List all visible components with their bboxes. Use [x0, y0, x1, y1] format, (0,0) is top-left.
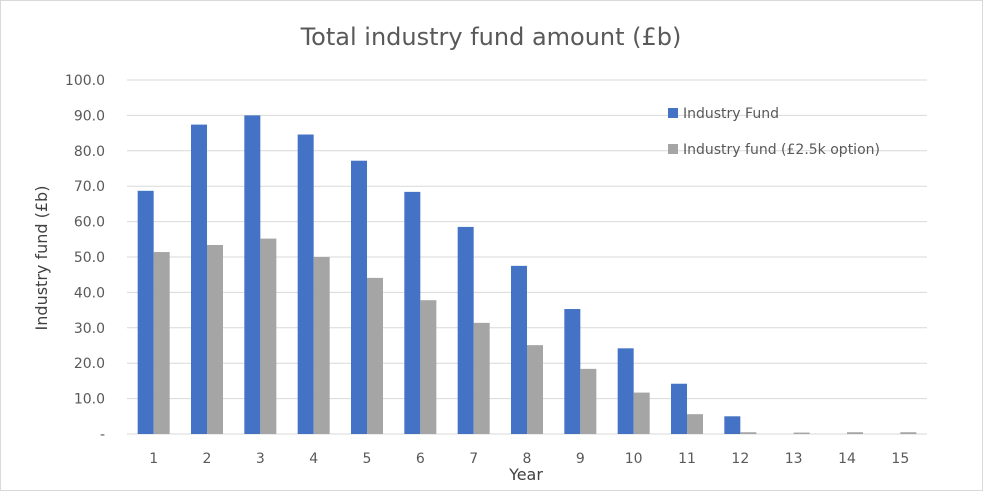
y-tick-label: -	[100, 427, 105, 443]
y-tick-label: 60.0	[74, 215, 105, 231]
bar-industry-fund-year-9	[564, 309, 581, 434]
x-tick-label: 15	[891, 451, 909, 467]
y-tick-label: 40.0	[74, 285, 105, 301]
legend-label-2: Industry fund (£2.5k option)	[683, 142, 880, 158]
bar-industry-fund-year-8	[511, 265, 527, 434]
x-tick-label: 9	[576, 451, 585, 467]
bar-industry-fund-2-5k-year-5	[367, 277, 383, 434]
legend-swatch-2	[668, 144, 678, 154]
bars-layer	[137, 115, 917, 435]
chart-title: Total industry fund amount (£b)	[300, 23, 682, 51]
bar-industry-fund-year-1	[137, 190, 154, 434]
x-tick-label: 13	[785, 451, 803, 467]
x-tick-label: 10	[625, 451, 643, 467]
bar-industry-fund-2-5k-year-15	[900, 432, 917, 434]
y-tick-label: 90.0	[74, 108, 105, 124]
x-tick-label: 11	[678, 451, 696, 467]
y-tick-label: 10.0	[74, 392, 105, 408]
x-tick-label: 4	[309, 451, 318, 467]
y-tick-label: 80.0	[74, 144, 105, 160]
bar-industry-fund-2-5k-year-14	[847, 432, 863, 434]
bar-industry-fund-2-5k-year-13	[793, 432, 810, 434]
bar-industry-fund-year-3	[244, 115, 261, 435]
bar-industry-fund-year-12	[724, 416, 741, 434]
bar-industry-fund-year-10	[617, 348, 634, 434]
x-tick-label: 2	[203, 451, 212, 467]
bar-industry-fund-2-5k-year-10	[633, 392, 650, 434]
x-tick-label: 14	[838, 451, 856, 467]
legend-swatch-1	[668, 108, 678, 118]
x-tick-label: 1	[149, 451, 158, 467]
bar-industry-fund-2-5k-year-6	[420, 300, 437, 434]
x-tick-label: 12	[731, 451, 749, 467]
y-tick-layer: - 10.0 20.0 30.0 40.0 50.0 60.0 70.0 80.0 90.0 100…	[65, 73, 105, 443]
bar-industry-fund-2-5k-year-11	[687, 414, 703, 434]
x-tick-label: 6	[416, 451, 425, 467]
legend: Industry Fund Industry fund (£2.5k option…	[668, 106, 880, 158]
bar-industry-fund-2-5k-year-1	[153, 252, 170, 434]
bar-industry-fund-2-5k-year-8	[527, 345, 543, 434]
bar-industry-fund-year-11	[671, 383, 687, 434]
x-axis-label: Year	[508, 465, 543, 484]
y-tick-label: 20.0	[74, 356, 105, 372]
bar-industry-fund-year-5	[351, 160, 367, 434]
bar-industry-fund-year-7	[457, 226, 474, 434]
bar-industry-fund-2-5k-year-2	[207, 244, 223, 434]
bar-industry-fund-year-2	[191, 124, 207, 434]
x-tick-label: 7	[469, 451, 478, 467]
y-tick-label: 30.0	[74, 321, 105, 337]
bar-industry-fund-2-5k-year-4	[313, 257, 330, 434]
bar-industry-fund-2-5k-year-3	[260, 238, 277, 434]
x-tick-label: 3	[256, 451, 265, 467]
bar-industry-fund-year-4	[297, 134, 314, 435]
x-tick-label: 5	[363, 451, 372, 467]
x-tick-label: 8	[523, 451, 532, 467]
bar-industry-fund-2-5k-year-9	[580, 368, 597, 434]
y-tick-label: 70.0	[74, 179, 105, 195]
y-axis-label: Industry fund (£b)	[32, 186, 51, 331]
bar-industry-fund-year-6	[404, 191, 421, 434]
bar-industry-fund-2-5k-year-12	[740, 432, 757, 434]
legend-label-1: Industry Fund	[683, 106, 779, 122]
y-tick-label: 100.0	[65, 73, 105, 89]
y-tick-label: 50.0	[74, 250, 105, 266]
bar-industry-fund-2-5k-year-7	[473, 322, 490, 434]
x-tick-layer: 1 2 3 4 5 6 7 8 9 10 11 12 13 14 15	[149, 451, 909, 467]
